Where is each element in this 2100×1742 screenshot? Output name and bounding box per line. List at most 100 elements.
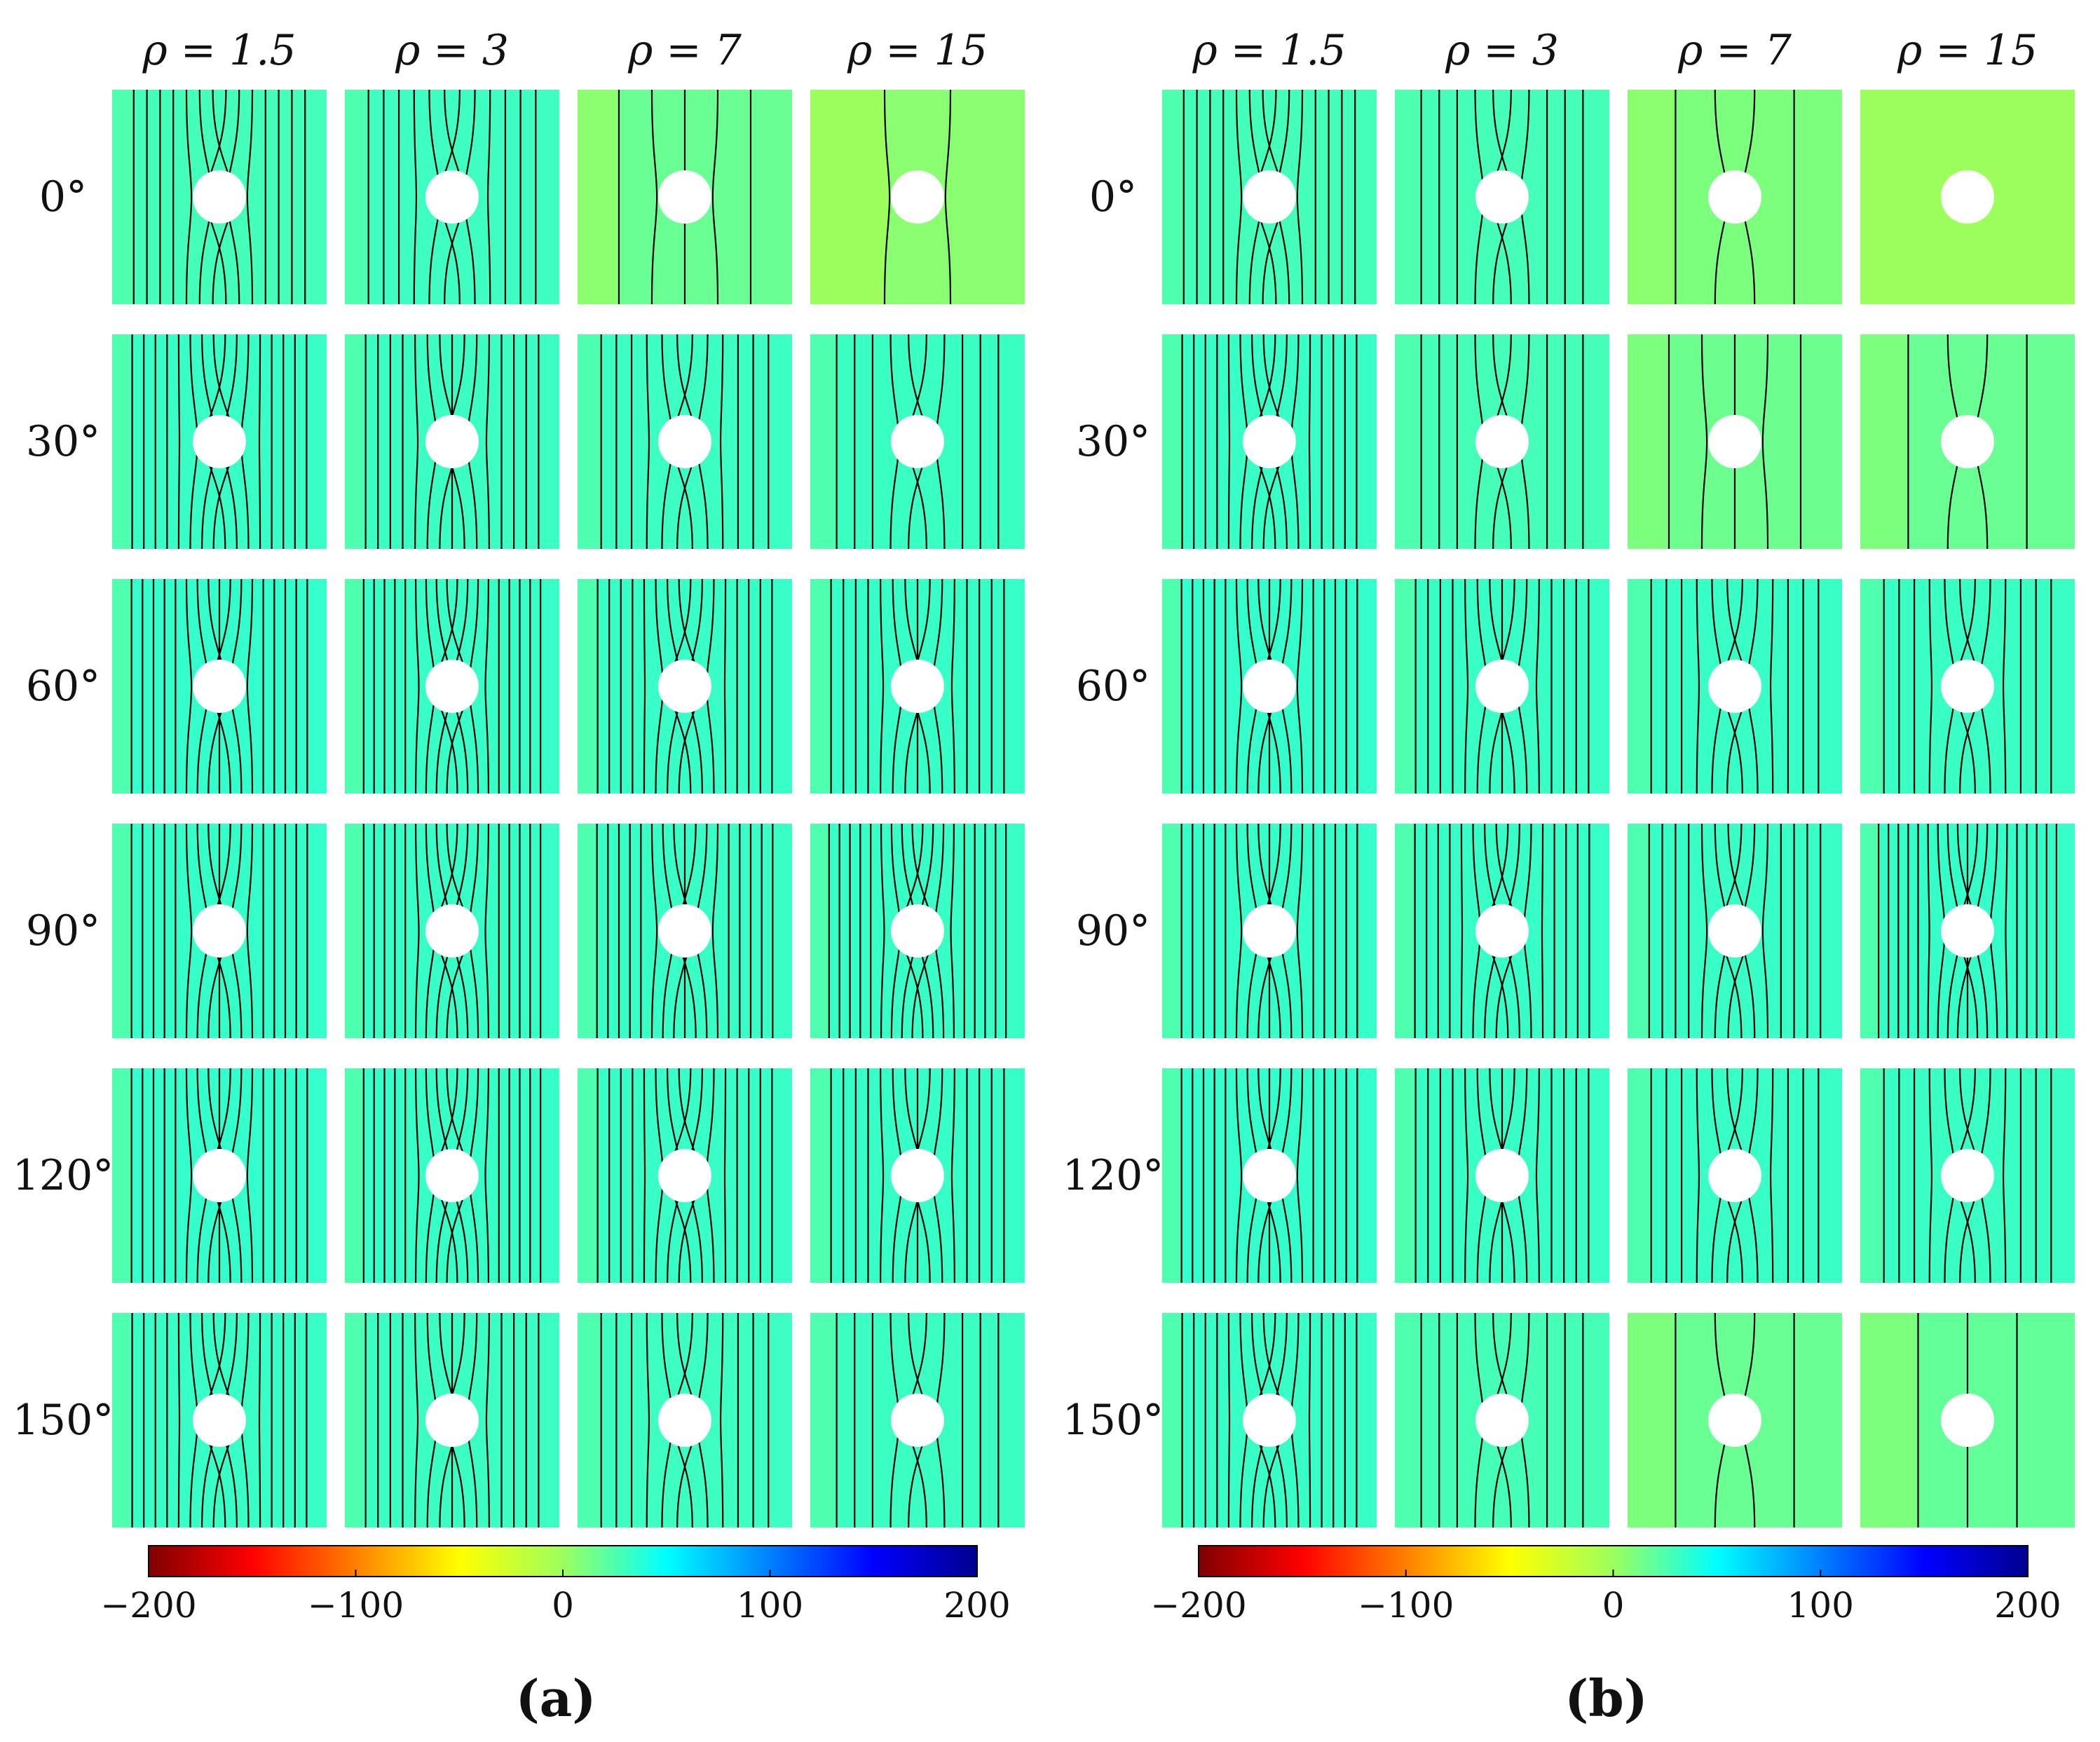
contour-line xyxy=(2005,824,2008,1038)
contour-tile xyxy=(1628,1313,1842,1527)
hole xyxy=(425,1149,479,1202)
hole xyxy=(891,660,944,713)
contour-line xyxy=(246,824,254,1038)
hole xyxy=(193,1149,246,1202)
row-label: 90° xyxy=(26,906,100,955)
column-label: ρ = 7 xyxy=(1677,26,1792,75)
hole xyxy=(1475,1394,1529,1447)
contour-line xyxy=(1700,334,1708,549)
contour-line xyxy=(944,90,952,304)
contour-tile xyxy=(112,90,327,304)
hole xyxy=(1941,1394,1994,1447)
contour-tile xyxy=(1162,1313,1377,1527)
hole xyxy=(658,1394,711,1447)
hole xyxy=(1708,660,1761,713)
contour-line xyxy=(1296,579,1304,794)
contour-tile xyxy=(1395,90,1609,304)
panel-b xyxy=(1162,90,2075,1527)
contour-tile xyxy=(345,1068,559,1283)
contour-line xyxy=(1235,824,1243,1038)
hole xyxy=(1243,170,1296,224)
contour-line xyxy=(484,1068,490,1283)
contour-line xyxy=(258,334,261,549)
hole xyxy=(1708,415,1761,468)
contour-line xyxy=(711,90,719,304)
hole xyxy=(658,415,711,468)
contour-line xyxy=(1928,1068,1933,1283)
contour-line xyxy=(185,824,193,1038)
contour-tile xyxy=(1628,90,1842,304)
contour-tile xyxy=(1860,334,2075,549)
contour-line xyxy=(719,334,724,549)
row-label: 60° xyxy=(1076,662,1150,711)
contour-line xyxy=(950,824,955,1038)
hole xyxy=(1941,660,1994,713)
contour-line xyxy=(950,1068,955,1283)
contour-line xyxy=(1235,579,1243,794)
contour-tile xyxy=(1860,1068,2075,1283)
contour-tile xyxy=(1628,1068,1842,1283)
panel-label: (b) xyxy=(1564,1668,1647,1728)
contour-line xyxy=(650,90,658,304)
panel-a xyxy=(112,90,1025,1527)
colorbar-tick-label: −200 xyxy=(1150,1585,1246,1626)
contour-line xyxy=(258,1313,261,1527)
contour-line xyxy=(883,90,891,304)
contour-tile xyxy=(345,579,559,794)
contour-line xyxy=(1460,824,1464,1038)
contour-line xyxy=(413,90,418,304)
hole xyxy=(658,660,711,713)
contour-line xyxy=(2002,579,2007,794)
contour-tile xyxy=(1860,579,2075,794)
contour-line xyxy=(1700,824,1708,1038)
panels xyxy=(112,90,2075,1527)
column-label: ρ = 1.5 xyxy=(1192,26,1346,75)
hole xyxy=(1708,1149,1761,1202)
contour-tile xyxy=(1395,334,1609,549)
hole xyxy=(425,170,479,224)
contour-tile xyxy=(1860,90,2075,304)
contour-line xyxy=(1769,579,1774,794)
hole xyxy=(1941,415,1994,468)
contour-tile xyxy=(810,334,1025,549)
contour-line xyxy=(484,579,490,794)
contour-tile xyxy=(1162,1068,1377,1283)
hole xyxy=(1243,904,1296,958)
contour-line xyxy=(711,824,719,1038)
contour-line xyxy=(414,1068,420,1283)
contour-line xyxy=(1535,579,1540,794)
contour-line xyxy=(880,579,885,794)
contour-tile xyxy=(1628,579,1842,794)
colorbar-tick-label: 200 xyxy=(943,1585,1010,1626)
contour-line xyxy=(1296,90,1304,304)
contour-tile xyxy=(1628,824,1842,1038)
row-label: 150° xyxy=(13,1396,114,1445)
colorbar-tick-label: −100 xyxy=(308,1585,404,1626)
contour-line xyxy=(643,579,646,794)
contour-line xyxy=(880,824,885,1038)
contour-tile xyxy=(578,824,792,1038)
contour-line xyxy=(1464,1068,1469,1283)
labels: ρ = 1.5 ρ = 3 ρ = 7 ρ = 15 0° 30° 60° 90° 120° 15… xyxy=(13,26,2038,1728)
colorbar-tick-label: −200 xyxy=(100,1585,196,1626)
contour-line xyxy=(414,579,420,794)
contour-tile xyxy=(112,1313,327,1527)
contour-line xyxy=(1296,1068,1304,1283)
contour-tile xyxy=(1162,90,1377,304)
contour-tile xyxy=(810,1313,1025,1527)
contour-line xyxy=(1541,824,1544,1038)
contour-tile xyxy=(1162,824,1377,1038)
hole xyxy=(1475,904,1529,958)
hole xyxy=(658,904,711,958)
contour-line xyxy=(1696,1068,1700,1283)
hole xyxy=(1708,1394,1761,1447)
hole xyxy=(193,170,246,224)
contour-line xyxy=(414,824,420,1038)
contour-tile xyxy=(578,1313,792,1527)
contour-tile xyxy=(1395,824,1609,1038)
colorbar-tick-label: 200 xyxy=(1994,1585,2061,1626)
hole xyxy=(658,170,711,224)
contour-tile xyxy=(578,90,792,304)
contour-line xyxy=(246,579,254,794)
contour-tile xyxy=(578,579,792,794)
